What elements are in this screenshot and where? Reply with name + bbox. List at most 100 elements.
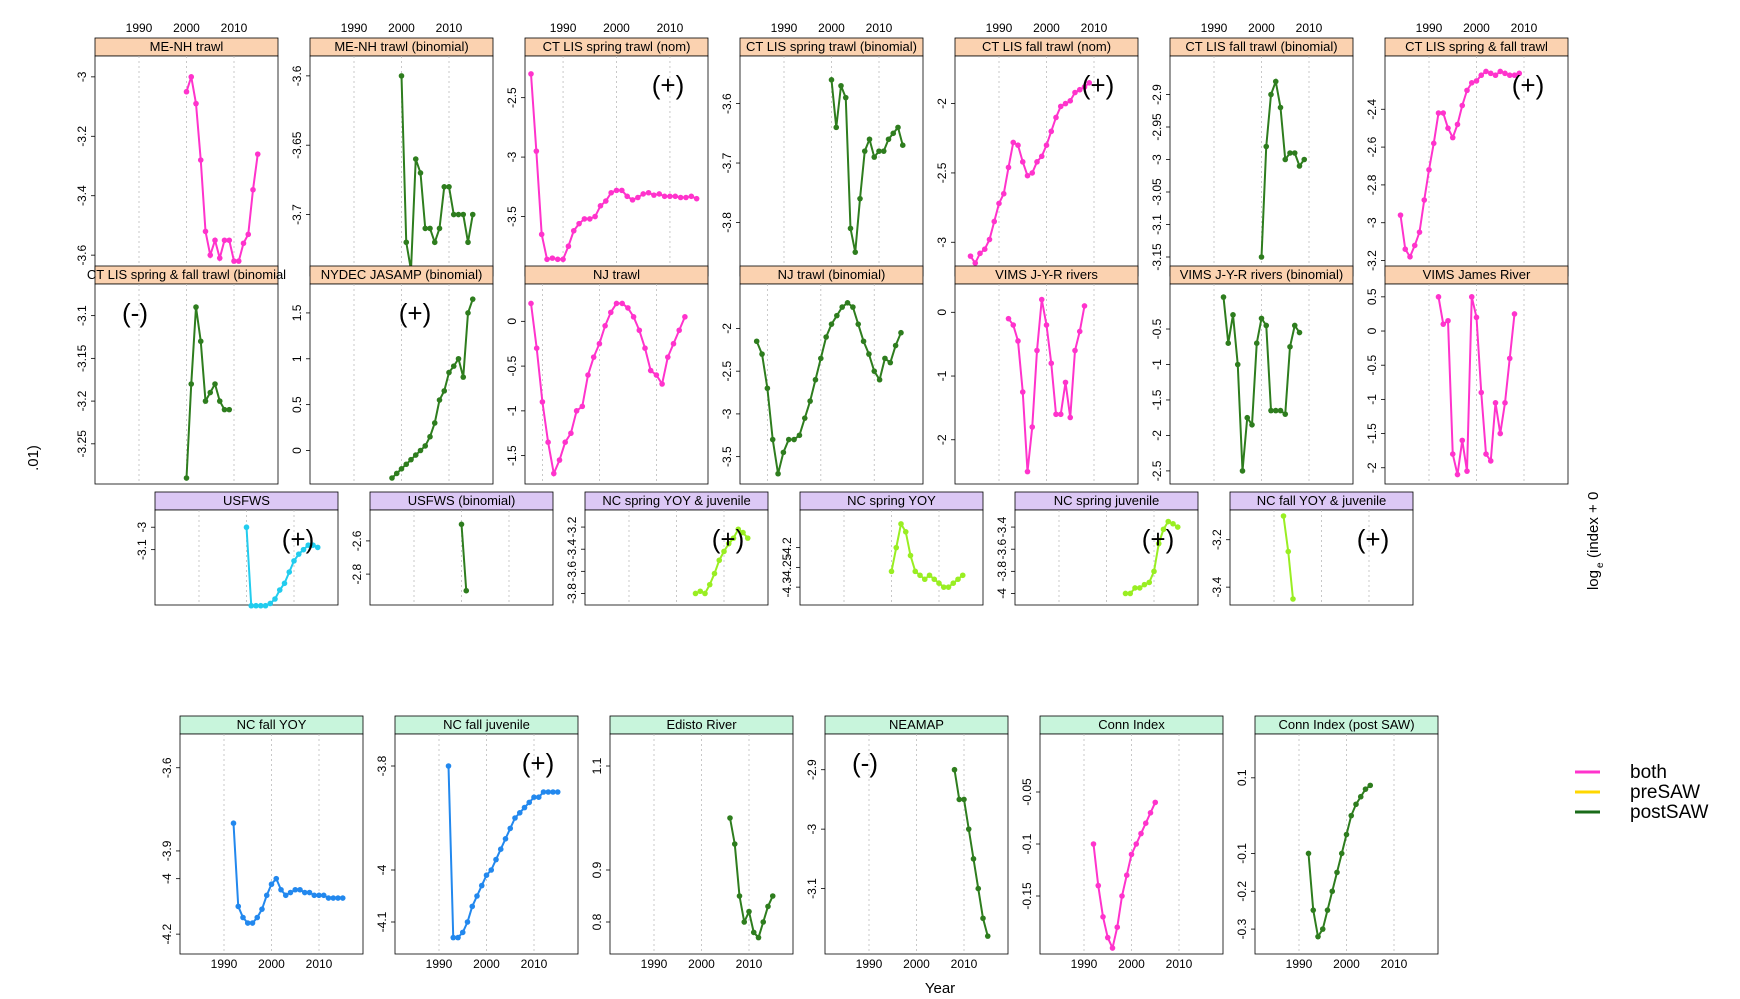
data-point [446, 184, 452, 190]
data-point [458, 521, 465, 528]
series-line [755, 301, 902, 474]
data-point [1319, 926, 1326, 932]
x-tick-label: 1990 [126, 21, 153, 35]
y-tick-label: -2 [720, 323, 734, 334]
data-point [1152, 799, 1159, 806]
data-point [1043, 142, 1050, 148]
data-point [857, 195, 863, 202]
panel-title: CT LIS fall trawl (binomial) [1185, 39, 1337, 54]
panel: Conn Index 1990 2000 2010 -0.05 -0.1 -0.15 [1020, 715, 1224, 971]
data-point [339, 895, 346, 901]
panel-title: Conn Index [1098, 717, 1165, 732]
data-point [311, 892, 318, 899]
data-point [1015, 142, 1021, 148]
data-point [562, 439, 568, 445]
panel: CT LIS spring & fall trawl (binomial -3.1… [75, 265, 286, 485]
panel-title: NC spring YOY [847, 493, 936, 508]
data-point [1468, 80, 1475, 86]
data-point [325, 895, 332, 901]
data-point [1155, 540, 1162, 547]
trend-sign: (+) [399, 298, 432, 328]
y-tick-label: -3.6 [160, 757, 174, 778]
data-point [1411, 242, 1418, 249]
data-point [861, 148, 868, 154]
panel-title: CT LIS spring & fall trawl [1405, 39, 1548, 54]
data-point [693, 195, 700, 202]
data-point [972, 260, 979, 266]
data-point [1109, 945, 1116, 951]
data-point [554, 256, 561, 263]
x-tick-label: 2000 [1248, 21, 1275, 35]
data-point [977, 250, 983, 257]
data-point [659, 381, 665, 387]
data-point [735, 526, 742, 533]
x-tick-label: 1990 [1201, 21, 1228, 35]
data-point [711, 570, 718, 577]
y-axis-title-rest: (index + 0 [1585, 492, 1602, 558]
panel-title: NC fall YOY & juvenile [1257, 493, 1387, 508]
data-point [833, 124, 840, 131]
data-point [240, 914, 246, 921]
data-point [759, 351, 765, 357]
data-point [1272, 78, 1279, 85]
data-point [765, 903, 771, 910]
data-point [244, 920, 251, 926]
data-point [1502, 70, 1508, 77]
panel: CT LIS fall trawl (binomial) 1990 2000 2010… [1150, 21, 1354, 277]
data-point [1100, 914, 1106, 920]
panel: NC fall YOY 1990 2000 2010 -3.6 -3.9 -4 -4.2 [160, 715, 364, 971]
data-point [417, 447, 424, 454]
data-point [746, 908, 752, 915]
data-point [540, 789, 547, 795]
data-point [286, 569, 293, 575]
panel-title: VIMS J-Y-R rivers [995, 267, 1098, 282]
data-point [408, 456, 414, 463]
x-tick-label: 2000 [903, 957, 930, 971]
data-point [1473, 78, 1480, 84]
data-point [642, 345, 648, 351]
y-tick-label: -0.5 [505, 355, 519, 376]
data-point [769, 436, 776, 443]
data-point [1282, 411, 1289, 417]
data-point [1244, 414, 1251, 421]
data-point [528, 71, 534, 77]
y-tick-label: -3.6 [720, 93, 734, 114]
data-point [488, 867, 495, 873]
y-tick-label: -4 [160, 873, 174, 884]
data-point [579, 403, 586, 410]
panel-title: NJ trawl [593, 267, 640, 282]
data-point [1128, 851, 1135, 858]
data-point [1459, 102, 1466, 109]
data-point [212, 237, 218, 244]
data-point [842, 94, 849, 101]
y-axis-title: log e (index + 0 [1585, 492, 1606, 590]
data-point [981, 246, 988, 252]
y-tick-label: -2.5 [720, 361, 734, 382]
trend-sign: (+) [522, 748, 555, 778]
y-axis-title-fragment: .01) [25, 445, 42, 471]
data-point [1220, 294, 1227, 300]
data-point [1053, 411, 1059, 418]
data-point [730, 535, 737, 541]
data-point [965, 826, 972, 832]
data-point [753, 338, 760, 345]
data-point [445, 763, 452, 769]
x-tick-label: 1990 [1416, 21, 1443, 35]
data-point [1086, 80, 1093, 86]
data-point [1038, 296, 1045, 303]
data-point [1291, 322, 1298, 329]
data-point [393, 470, 400, 477]
x-tick-label: 2000 [1333, 957, 1360, 971]
data-point [961, 796, 967, 803]
y-tick-label: 0.8 [590, 913, 604, 930]
data-point [1034, 347, 1040, 354]
panel: Edisto River 1990 2000 2010 1.1 0.9 0.8 [590, 715, 794, 971]
data-point [483, 872, 490, 878]
data-point [1095, 882, 1102, 889]
data-point [216, 255, 223, 261]
data-point [1454, 471, 1461, 478]
y-tick-label: -3 [1365, 217, 1379, 228]
data-point [590, 354, 597, 360]
data-point [427, 225, 433, 232]
